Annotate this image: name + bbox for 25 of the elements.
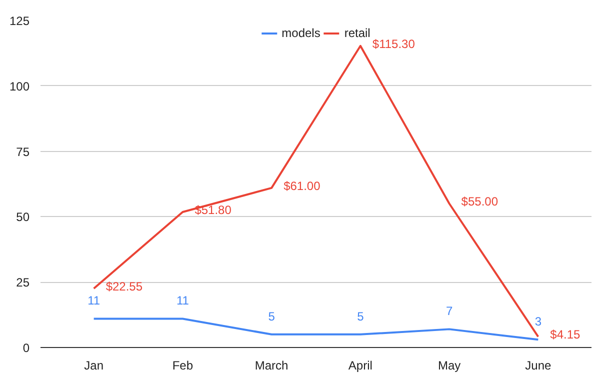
data-label: $55.00 bbox=[461, 194, 498, 209]
legend-label: models bbox=[282, 26, 320, 40]
data-label: 7 bbox=[446, 304, 453, 318]
x-tick-label: Jan bbox=[84, 358, 104, 372]
y-tick-label: 25 bbox=[16, 276, 30, 290]
data-label: 5 bbox=[268, 309, 276, 324]
legend-label: retail bbox=[344, 26, 370, 40]
x-tick-label: May bbox=[438, 358, 461, 372]
y-tick-label: 50 bbox=[16, 210, 30, 224]
data-label: 5 bbox=[357, 309, 364, 324]
data-label: 11 bbox=[176, 294, 190, 308]
data-label: $22.55 bbox=[106, 280, 143, 294]
data-label: 11 bbox=[88, 294, 100, 308]
data-label: 3 bbox=[534, 314, 542, 329]
data-label: $115.30 bbox=[372, 36, 416, 51]
x-tick-label: March bbox=[254, 358, 288, 372]
x-tick-label: Feb bbox=[172, 358, 194, 372]
data-label: $4.15 bbox=[550, 328, 581, 342]
x-tick-label: April bbox=[348, 358, 372, 372]
y-tick-label: 125 bbox=[9, 14, 30, 28]
x-tick-label: June bbox=[525, 358, 552, 372]
data-label: $61.00 bbox=[284, 178, 321, 193]
y-tick-label: 100 bbox=[9, 79, 30, 94]
y-tick-label: 75 bbox=[16, 144, 30, 159]
y-tick-label: 0 bbox=[22, 341, 30, 355]
